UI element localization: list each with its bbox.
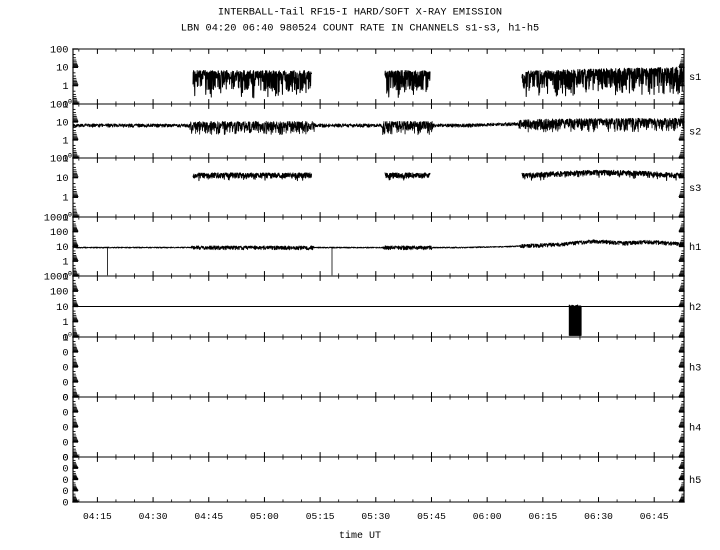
svg-text:04:45: 04:45 (194, 511, 223, 522)
svg-text:0: 0 (68, 98, 72, 105)
svg-text:10: 10 (56, 242, 68, 254)
svg-text:05:00: 05:00 (250, 511, 279, 522)
svg-text:1: 1 (62, 193, 68, 205)
svg-text:0: 0 (62, 486, 68, 498)
svg-text:100: 100 (50, 44, 69, 56)
svg-text:1: 1 (62, 81, 68, 93)
svg-text:05:30: 05:30 (361, 511, 390, 522)
svg-text:10: 10 (56, 117, 68, 129)
svg-text:10: 10 (56, 173, 68, 185)
svg-text:06:30: 06:30 (584, 511, 613, 522)
svg-text:0: 0 (62, 437, 68, 449)
svg-text:0: 0 (62, 407, 68, 419)
svg-text:0: 0 (68, 270, 72, 277)
svg-text:1: 1 (62, 135, 68, 147)
svg-text:1000: 1000 (44, 271, 69, 283)
svg-text:h2: h2 (689, 302, 701, 314)
svg-text:0: 0 (62, 452, 68, 464)
svg-text:1: 1 (62, 317, 68, 329)
svg-text:h5: h5 (689, 475, 701, 487)
svg-text:05:45: 05:45 (417, 511, 446, 522)
svg-text:06:00: 06:00 (473, 511, 502, 522)
svg-text:06:15: 06:15 (528, 511, 557, 522)
svg-text:06:45: 06:45 (640, 511, 669, 522)
svg-text:100: 100 (50, 287, 69, 299)
svg-text:h1: h1 (689, 242, 701, 254)
svg-text:s3: s3 (689, 183, 701, 195)
svg-text:0: 0 (62, 332, 68, 344)
svg-text:04:15: 04:15 (83, 511, 112, 522)
svg-text:LBN 04:20 06:40 980524 COUNT: LBN 04:20 06:40 980524 COUNT RATE IN CHA… (181, 23, 539, 35)
svg-text:1000: 1000 (44, 212, 69, 224)
svg-text:0: 0 (62, 392, 68, 404)
svg-text:s2: s2 (689, 127, 701, 139)
svg-text:100: 100 (50, 227, 69, 239)
svg-text:10: 10 (56, 63, 68, 75)
svg-text:1: 1 (62, 257, 68, 269)
svg-text:0: 0 (68, 331, 72, 338)
svg-text:s1: s1 (689, 72, 701, 84)
svg-text:0: 0 (68, 211, 72, 218)
svg-text:0: 0 (62, 464, 68, 476)
svg-text:10: 10 (56, 302, 68, 314)
svg-text:h3: h3 (689, 363, 701, 375)
svg-text:04:30: 04:30 (139, 511, 168, 522)
svg-text:0: 0 (62, 475, 68, 487)
svg-text:0: 0 (68, 152, 72, 159)
svg-text:0: 0 (62, 362, 68, 374)
svg-text:0: 0 (62, 497, 68, 509)
svg-text:time UT: time UT (339, 530, 381, 542)
svg-text:0: 0 (62, 377, 68, 389)
svg-text:100: 100 (50, 99, 69, 111)
svg-text:h4: h4 (689, 423, 701, 435)
svg-text:100: 100 (50, 153, 69, 165)
svg-text:05:15: 05:15 (306, 511, 335, 522)
svg-text:0: 0 (62, 422, 68, 434)
svg-text:0: 0 (62, 347, 68, 359)
svg-text:INTERBALL-Tail RF15-I HARD/SOF: INTERBALL-Tail RF15-I HARD/SOFT X-RAY EM… (218, 7, 502, 19)
